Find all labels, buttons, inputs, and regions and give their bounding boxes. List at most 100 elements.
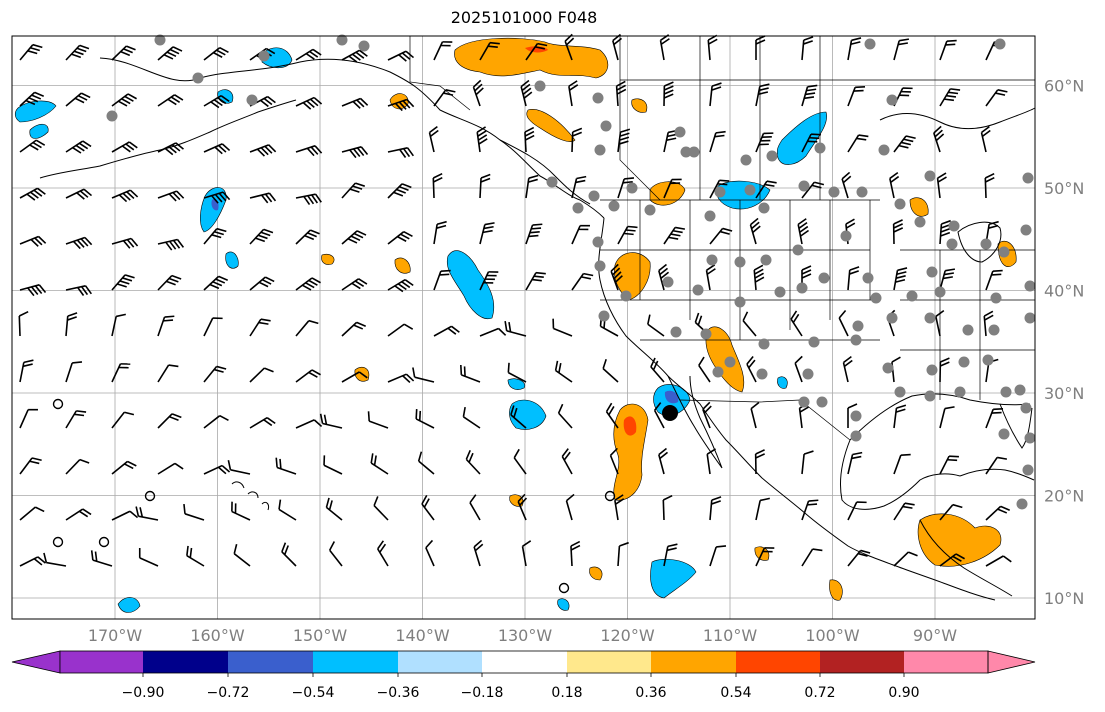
longitude-label: 140°W — [395, 626, 450, 645]
station-marker — [988, 324, 1000, 336]
positive-region — [454, 37, 609, 79]
wind-barb — [524, 126, 535, 153]
wind-barb — [227, 460, 251, 475]
calm-circle — [52, 398, 64, 410]
florida — [999, 403, 1033, 449]
station-marker — [852, 320, 864, 332]
longitude-labels: 170°W 160°W 150°W 140°W 130°W 120°W 110°W 100°W… — [88, 626, 957, 645]
wind-barb — [939, 503, 963, 521]
wind-barb — [465, 449, 481, 475]
caribbean-islands — [959, 468, 1035, 481]
station-marker — [712, 366, 724, 378]
wind-barb — [847, 501, 867, 521]
wind-barb — [319, 413, 343, 429]
station-marker — [798, 396, 810, 408]
latitude-labels: 60°N 50°N 40°N 30°N 20°N 10°N — [1044, 77, 1084, 609]
negative-region — [446, 250, 495, 320]
station-marker — [620, 290, 632, 302]
wind-barb — [231, 501, 251, 521]
colorbar-tick-label: 0.54 — [720, 685, 751, 701]
station-marker — [962, 324, 974, 336]
station-marker — [798, 180, 810, 192]
wind-barb — [111, 460, 137, 475]
wind-barb — [750, 401, 760, 429]
wind-barb — [421, 495, 435, 521]
station-marker — [592, 236, 604, 248]
strong-negative-core — [664, 390, 679, 404]
wind-barb — [425, 539, 435, 567]
map-background — [12, 36, 1035, 619]
station-marker — [336, 34, 348, 46]
calm-circle — [52, 536, 64, 548]
wind-barb — [525, 271, 546, 291]
wind-barb — [295, 229, 320, 245]
station-marker — [594, 144, 606, 156]
wind-barb — [933, 125, 945, 153]
wind-barb — [19, 556, 46, 567]
station-marker — [258, 50, 270, 62]
wind-barb — [341, 146, 369, 159]
wind-barb — [157, 364, 179, 383]
wind-barb — [847, 266, 860, 291]
station-marker — [816, 396, 828, 408]
negative-region — [776, 111, 827, 165]
mexico-east-coast — [839, 439, 961, 510]
wind-barb — [90, 550, 113, 567]
wind-barb — [433, 325, 460, 337]
station-marker — [734, 296, 746, 308]
wind-barb — [801, 36, 814, 61]
wind-barb — [939, 406, 955, 429]
station-marker — [756, 368, 768, 380]
wind-barb — [893, 404, 907, 429]
wind-barb — [517, 493, 528, 521]
wind-barb — [341, 97, 369, 109]
wind-barb — [939, 39, 957, 61]
wind-barb — [65, 188, 93, 200]
longitude-label: 150°W — [293, 626, 348, 645]
positive-region — [613, 403, 649, 501]
station-marker — [1022, 172, 1034, 184]
wind-barb — [65, 140, 92, 154]
negative-region — [777, 376, 788, 389]
station-marker — [808, 336, 820, 348]
wind-barb — [328, 541, 343, 567]
station-marker — [1022, 464, 1034, 476]
station-marker — [990, 292, 1002, 304]
wind-barb — [755, 35, 766, 60]
positive-region — [909, 197, 929, 217]
station-marker — [1020, 402, 1032, 414]
map-area — [11, 33, 1036, 620]
station-marker — [926, 266, 938, 278]
colorbar-segment — [313, 651, 398, 673]
station-marker — [894, 198, 906, 210]
wind-barb — [479, 271, 499, 291]
wind-barb — [249, 228, 274, 245]
wind-barb — [111, 274, 135, 291]
wind-barb — [571, 127, 583, 153]
hudson-bay-coast — [879, 107, 1036, 130]
wind-barb — [157, 315, 175, 337]
wind-barb — [507, 362, 527, 383]
station-marker — [758, 202, 770, 214]
wind-barb — [18, 310, 29, 337]
map-title: 2025101000 F048 — [450, 8, 598, 27]
wind-barb — [295, 48, 322, 61]
wind-barb — [341, 371, 368, 383]
colorbar-tick-label: 0.36 — [635, 685, 666, 701]
station-marker — [774, 286, 786, 298]
wind-barb — [801, 450, 814, 475]
hawaii-islands — [231, 481, 269, 511]
wind-barb — [183, 503, 205, 521]
station-marker — [1000, 386, 1012, 398]
station-marker — [814, 142, 826, 154]
wind-barb — [504, 320, 527, 337]
wind-barb — [705, 264, 716, 291]
wind-barb — [433, 220, 447, 245]
station-marker — [534, 80, 546, 92]
wind-barb — [373, 496, 389, 521]
wind-barb — [249, 192, 277, 204]
station-marker — [600, 120, 612, 132]
wind-barb — [278, 499, 297, 521]
west-coast-us — [598, 217, 996, 601]
wind-barb — [65, 508, 92, 521]
